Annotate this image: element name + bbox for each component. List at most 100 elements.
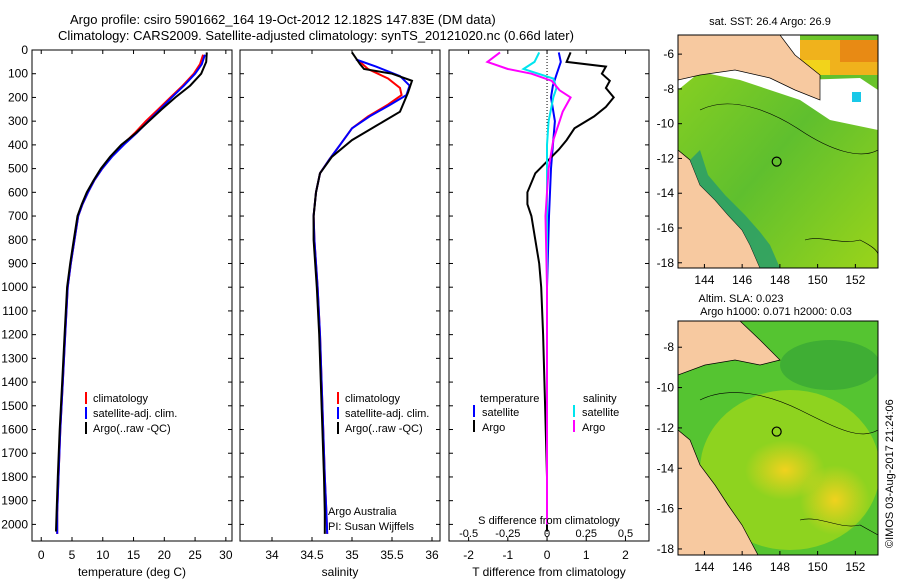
map-lon-label: 148 xyxy=(770,560,790,574)
sla-map xyxy=(678,321,878,555)
map-lat-label: -12 xyxy=(657,421,675,435)
depth-tick-label: 1500 xyxy=(1,399,28,413)
imos-credit: ©IMOS 03-Aug-2017 21:24:06 xyxy=(884,399,896,548)
salinity-legend: climatology satellite-adj. clim. Argo(..… xyxy=(337,392,429,435)
x-tick-label: 0 xyxy=(38,548,45,562)
depth-tick-label: 900 xyxy=(8,256,28,270)
series-line-salinity-argo xyxy=(485,51,572,525)
sst-shelf xyxy=(690,150,780,268)
difference-legend: temperature satellite Argo salinity sate… xyxy=(473,393,619,434)
sla-reef-contour-2 xyxy=(799,518,878,536)
x-tick-label: 34.5 xyxy=(300,548,324,562)
series-line-satellite-adj-clim- xyxy=(312,58,411,534)
map-lon-label: 146 xyxy=(732,273,752,287)
s-tick-label: 0.25 xyxy=(576,528,597,540)
depth-tick-label: 1200 xyxy=(1,328,28,342)
x-tick-label: 34 xyxy=(265,548,279,562)
legend-heading-temperature: temperature xyxy=(480,393,539,405)
map-lat-label: -18 xyxy=(657,256,675,270)
x-tick-label: 25 xyxy=(188,548,202,562)
x-tick-label: -1 xyxy=(502,548,513,562)
legend-label-s-argo: Argo xyxy=(582,422,605,434)
map-lon-label: 150 xyxy=(808,560,828,574)
x-tick-label: 15 xyxy=(127,548,141,562)
legend-heading-salinity: salinity xyxy=(583,393,617,405)
sla-land-png xyxy=(678,321,781,376)
series-line-climatology xyxy=(312,61,403,534)
legend-label-climatology: climatology xyxy=(93,393,149,405)
depth-tick-label: 800 xyxy=(8,233,28,247)
figure-title-line-1: Argo profile: csiro 5901662_164 19-Oct-2… xyxy=(70,12,496,27)
map-lon-label: 146 xyxy=(732,560,752,574)
sst-float-marker xyxy=(771,156,782,167)
x-tick-label: 30 xyxy=(219,548,233,562)
series-line-climatology xyxy=(56,54,205,534)
sst-land-png xyxy=(678,35,821,101)
x-tick-label: 2 xyxy=(622,548,629,562)
map-lat-label: -8 xyxy=(663,82,674,96)
x-tick-label: 20 xyxy=(158,548,172,562)
map-lat-label: -8 xyxy=(663,340,674,354)
temperature-legend: climatology satellite-adj. clim. Argo(..… xyxy=(85,392,177,435)
map-lat-label: -10 xyxy=(657,117,675,131)
depth-tick-label: 1600 xyxy=(1,423,28,437)
depth-tick-label: 1800 xyxy=(1,470,28,484)
x-tick-label: 35.5 xyxy=(380,548,404,562)
sst-warm-patch-hot xyxy=(840,40,878,62)
map-lat-label: -10 xyxy=(657,381,675,395)
legend-label-t-satellite: satellite xyxy=(482,407,519,419)
map-lat-label: -16 xyxy=(657,502,675,516)
temperature-axis-label: temperature (deg C) xyxy=(78,565,186,579)
map-lat-label: -16 xyxy=(657,221,675,235)
s-tick-label: -0.25 xyxy=(495,528,520,540)
depth-tick-label: 2000 xyxy=(1,517,28,531)
depth-tick-label: 1100 xyxy=(2,304,28,318)
map-lat-label: -14 xyxy=(657,186,675,200)
sst-map-title: sat. SST: 26.4 Argo: 26.9 xyxy=(709,16,831,28)
s-tick-label: 0.5 xyxy=(618,528,633,540)
map-lon-label: 150 xyxy=(808,273,828,287)
map-lon-label: 148 xyxy=(770,273,790,287)
map-lat-label: -18 xyxy=(657,542,675,556)
map-lat-label: -12 xyxy=(657,151,675,165)
series-line-argo-raw-qc- xyxy=(312,51,414,534)
x-tick-label: -2 xyxy=(463,548,474,562)
depth-tick-label: 1900 xyxy=(1,494,28,508)
x-tick-label: 0 xyxy=(544,548,551,562)
legend-label-s-satellite: satellite xyxy=(582,407,619,419)
s-difference-axis-label: S difference from climatology xyxy=(478,515,620,527)
depth-tick-label: 1300 xyxy=(1,351,28,365)
sla-map-frame xyxy=(677,320,879,556)
series-line-salinity-satellite xyxy=(521,51,558,525)
depth-tick-label: 400 xyxy=(8,138,28,152)
figure-title-line-2: Climatology: CARS2009. Satellite-adjuste… xyxy=(58,28,574,43)
depth-tick-label: 200 xyxy=(8,90,28,104)
s-tick-label: -0.5 xyxy=(459,528,478,540)
difference-plot-frame xyxy=(448,49,650,542)
annotation-argo-australia: Argo Australia xyxy=(328,506,397,518)
depth-tick-label: 1700 xyxy=(1,446,28,460)
x-tick-label: 36 xyxy=(425,548,439,562)
series-line-temperature-argo xyxy=(526,52,615,532)
legend-label-climatology: climatology xyxy=(345,393,401,405)
s-tick-label: 0 xyxy=(544,528,550,540)
depth-tick-label: 1000 xyxy=(1,280,28,294)
legend-label-satellite: satellite-adj. clim. xyxy=(345,408,429,420)
map-lon-label: 152 xyxy=(845,560,865,574)
sst-map-frame xyxy=(677,34,879,269)
map-lon-label: 144 xyxy=(694,273,714,287)
depth-tick-label: 700 xyxy=(8,209,28,223)
sla-map-title: Altim. SLA: 0.023 xyxy=(699,293,784,305)
t-difference-axis-label: T difference from climatology xyxy=(472,565,626,579)
sla-map-subtitle: Argo h1000: 0.071 h2000: 0.03 xyxy=(700,306,852,318)
legend-label-argo: Argo(..raw -QC) xyxy=(93,423,171,435)
sla-land-queensland xyxy=(678,429,759,555)
depth-tick-label: 0 xyxy=(21,43,28,57)
x-tick-label: 5 xyxy=(69,548,76,562)
depth-tick-label: 500 xyxy=(8,162,28,176)
salinity-plot-frame xyxy=(239,49,441,542)
sla-reef-contour xyxy=(699,392,878,435)
x-tick-label: 1 xyxy=(583,548,590,562)
sst-reef-contour-2 xyxy=(804,238,878,256)
